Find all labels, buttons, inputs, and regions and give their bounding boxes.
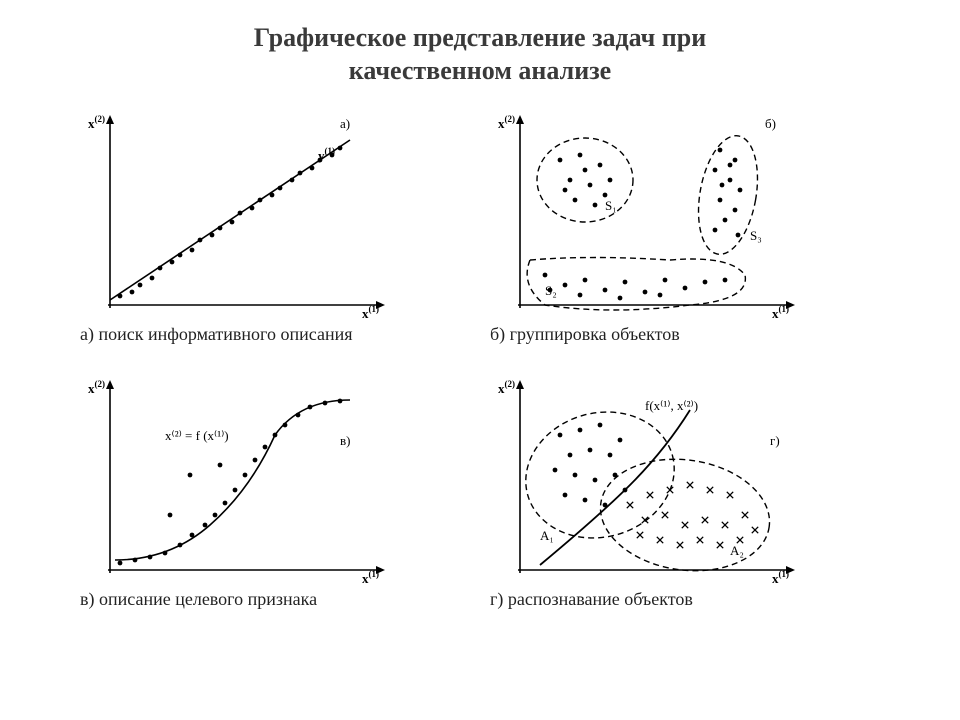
slide-title: Графическое представление задач при каче… — [0, 0, 960, 99]
panels-grid: x(2) x(1) а) y(1) а) поиск информативного о… — [80, 110, 880, 610]
svg-text:y(1): y(1) — [318, 146, 335, 163]
svg-text:A₂: A₂ — [730, 543, 744, 558]
chart-c: x(2) x(1) в) x⁽²⁾ = f (x⁽¹⁾) — [80, 375, 390, 585]
svg-text:б): б) — [765, 116, 776, 131]
svg-text:г): г) — [770, 433, 780, 448]
caption-d: г) распознавание объектов — [490, 585, 860, 610]
chart-d: x(2)x(1)г)f(x⁽¹⁾, x⁽²⁾)A₁A₂ — [490, 375, 800, 585]
caption-a: а) поиск информативного описания — [80, 320, 450, 345]
svg-text:x(2): x(2) — [88, 379, 105, 396]
svg-text:x(2): x(2) — [498, 114, 515, 131]
svg-text:в): в) — [340, 433, 350, 448]
title-line1: Графическое представление задач при — [254, 23, 706, 52]
slide: Графическое представление задач при каче… — [0, 0, 960, 720]
svg-text:x(1): x(1) — [772, 569, 789, 585]
svg-text:A₁: A₁ — [540, 528, 554, 543]
caption-c: в) описание целевого признака — [80, 585, 450, 610]
chart-a: x(2) x(1) а) y(1) — [80, 110, 390, 320]
title-line2: качественном анализе — [349, 56, 611, 85]
panel-a: x(2) x(1) а) y(1) а) поиск информативного о… — [80, 110, 450, 345]
panel-d: x(2)x(1)г)f(x⁽¹⁾, x⁽²⁾)A₁A₂ г) распознав… — [490, 375, 860, 610]
svg-text:x(1): x(1) — [362, 304, 379, 320]
caption-b: б) группировка объектов — [490, 320, 860, 345]
svg-text:а): а) — [340, 116, 350, 131]
svg-text:S₃: S₃ — [750, 228, 762, 243]
panel-c: x(2) x(1) в) x⁽²⁾ = f (x⁽¹⁾) в) описание це… — [80, 375, 450, 610]
svg-text:x⁽²⁾ = f (x⁽¹⁾): x⁽²⁾ = f (x⁽¹⁾) — [165, 428, 229, 443]
svg-text:x(2): x(2) — [88, 114, 105, 131]
svg-text:x(2): x(2) — [498, 379, 515, 396]
svg-text:S₂: S₂ — [545, 283, 557, 298]
svg-text:x(1): x(1) — [362, 569, 379, 585]
svg-text:S₁: S₁ — [605, 198, 617, 213]
chart-b: x(2) x(1) б) S₁ S₂ S₃ — [490, 110, 800, 320]
panel-b: x(2) x(1) б) S₁ S₂ S₃ б) группировка объектов — [490, 110, 860, 345]
svg-text:x(1): x(1) — [772, 304, 789, 320]
